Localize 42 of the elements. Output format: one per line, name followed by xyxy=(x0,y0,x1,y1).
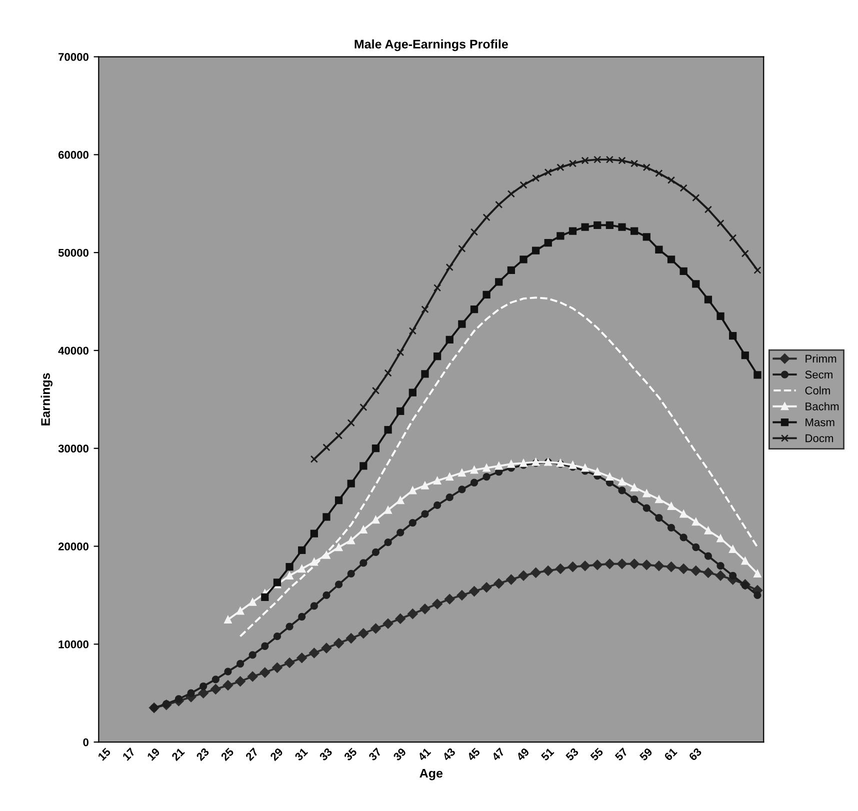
x-tick-label: 53 xyxy=(565,747,579,762)
y-tick-label: 70000 xyxy=(58,53,88,61)
x-tick-label: 41 xyxy=(417,747,432,762)
y-tick-label: 60000 xyxy=(58,150,88,159)
y-tick-label: 30000 xyxy=(58,444,88,453)
y-tick-label: 20000 xyxy=(58,542,88,550)
legend-label: Bachm xyxy=(806,402,839,410)
x-tick-label: 39 xyxy=(392,747,407,762)
x-tick-label: 17 xyxy=(122,748,136,761)
legend-label: Primm xyxy=(806,354,836,363)
x-tick-label: 51 xyxy=(540,747,554,762)
x-tick-label: 47 xyxy=(491,748,505,762)
x-axis-title: Age xyxy=(420,768,443,780)
x-tick-label: 63 xyxy=(688,747,702,762)
y-tick-label: 50000 xyxy=(58,248,88,257)
x-tick-label: 61 xyxy=(664,747,678,762)
x-tick-label: 21 xyxy=(171,747,185,762)
legend-label: Colm xyxy=(805,386,830,394)
legend-label: Masm xyxy=(806,418,834,426)
x-tick-label: 57 xyxy=(614,748,628,762)
x-tick-label: 43 xyxy=(442,747,456,762)
x-tick-label: 35 xyxy=(343,747,358,762)
x-tick-label: 49 xyxy=(516,747,530,762)
x-tick-label: 25 xyxy=(220,747,234,762)
x-tick-label: 29 xyxy=(270,747,284,762)
x-tick-label: 19 xyxy=(146,747,160,761)
x-tick-label: 55 xyxy=(590,747,604,762)
y-tick-label: 40000 xyxy=(58,346,88,355)
chart-title: Male Age-Earnings Profile xyxy=(354,39,508,52)
x-tick-label: 31 xyxy=(294,747,308,762)
y-tick-label: 0 xyxy=(83,738,88,746)
y-tick-label: 10000 xyxy=(58,640,88,648)
x-tick-label: 37 xyxy=(368,747,382,762)
x-tick-label: 33 xyxy=(318,747,333,762)
legend-label: Secm xyxy=(805,370,832,379)
y-axis-title: Earnings xyxy=(40,373,52,426)
x-tick-label: 45 xyxy=(466,747,481,762)
x-tick-label: 59 xyxy=(639,747,653,762)
x-tick-label: 23 xyxy=(196,747,210,762)
x-tick-label: 15 xyxy=(98,747,112,761)
legend-label: Docm xyxy=(806,434,834,442)
x-tick-label: 27 xyxy=(245,747,259,762)
